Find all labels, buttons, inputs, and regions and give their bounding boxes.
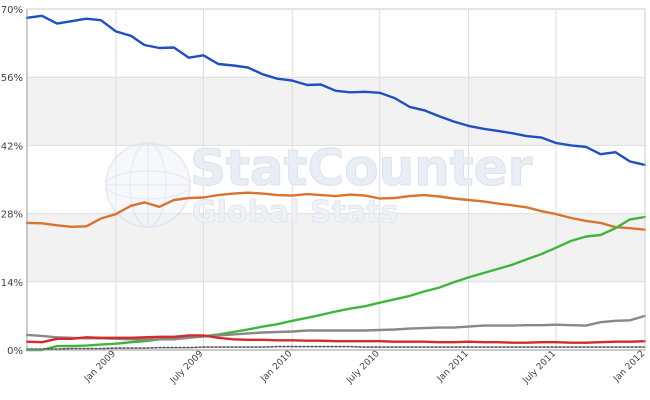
x-tick-label: Jan 2012	[611, 349, 647, 385]
y-tick-label: 28%	[1, 210, 23, 221]
x-tick-label: Jan 2009	[82, 349, 118, 385]
series-line-orange	[25, 191, 647, 231]
plot-band	[27, 77, 645, 146]
series-line-red	[25, 334, 647, 344]
y-tick-label: 14%	[1, 278, 23, 289]
watermark-line2: Global Stats	[192, 195, 398, 230]
y-tick-label: 0%	[7, 346, 23, 357]
axes	[26, 8, 646, 351]
y-tick-label: 42%	[1, 141, 23, 152]
x-tick-label: July 2009	[168, 349, 206, 387]
y-axis-tick-labels: 0% 14% 28% 42% 56% 70%	[1, 5, 23, 357]
x-tick-label: Jan 2010	[259, 349, 295, 385]
statcounter-watermark: StatCounter Global Stats	[105, 139, 533, 231]
x-tick-label: Jan 2011	[435, 349, 471, 385]
x-tick-label: July 2011	[521, 349, 558, 386]
plot-band	[27, 213, 645, 282]
series-line-green	[25, 215, 647, 352]
plot-band	[27, 9, 645, 78]
watermark-line1: StatCounter	[190, 139, 533, 197]
globe-icon	[105, 142, 191, 228]
series-line-dotted	[26, 345, 646, 350]
series-line-gray	[25, 314, 647, 341]
series-line-blue	[25, 14, 647, 167]
y-tick-label: 56%	[1, 73, 23, 84]
series-lines	[25, 14, 647, 352]
x-tick-label: July 2010	[344, 349, 382, 387]
plot-background-bands	[27, 9, 645, 350]
x-axis-tick-labels: Jan 2009 July 2009 Jan 2010 July 2010 Jan 20…	[82, 349, 647, 387]
y-tick-label: 70%	[1, 5, 23, 16]
